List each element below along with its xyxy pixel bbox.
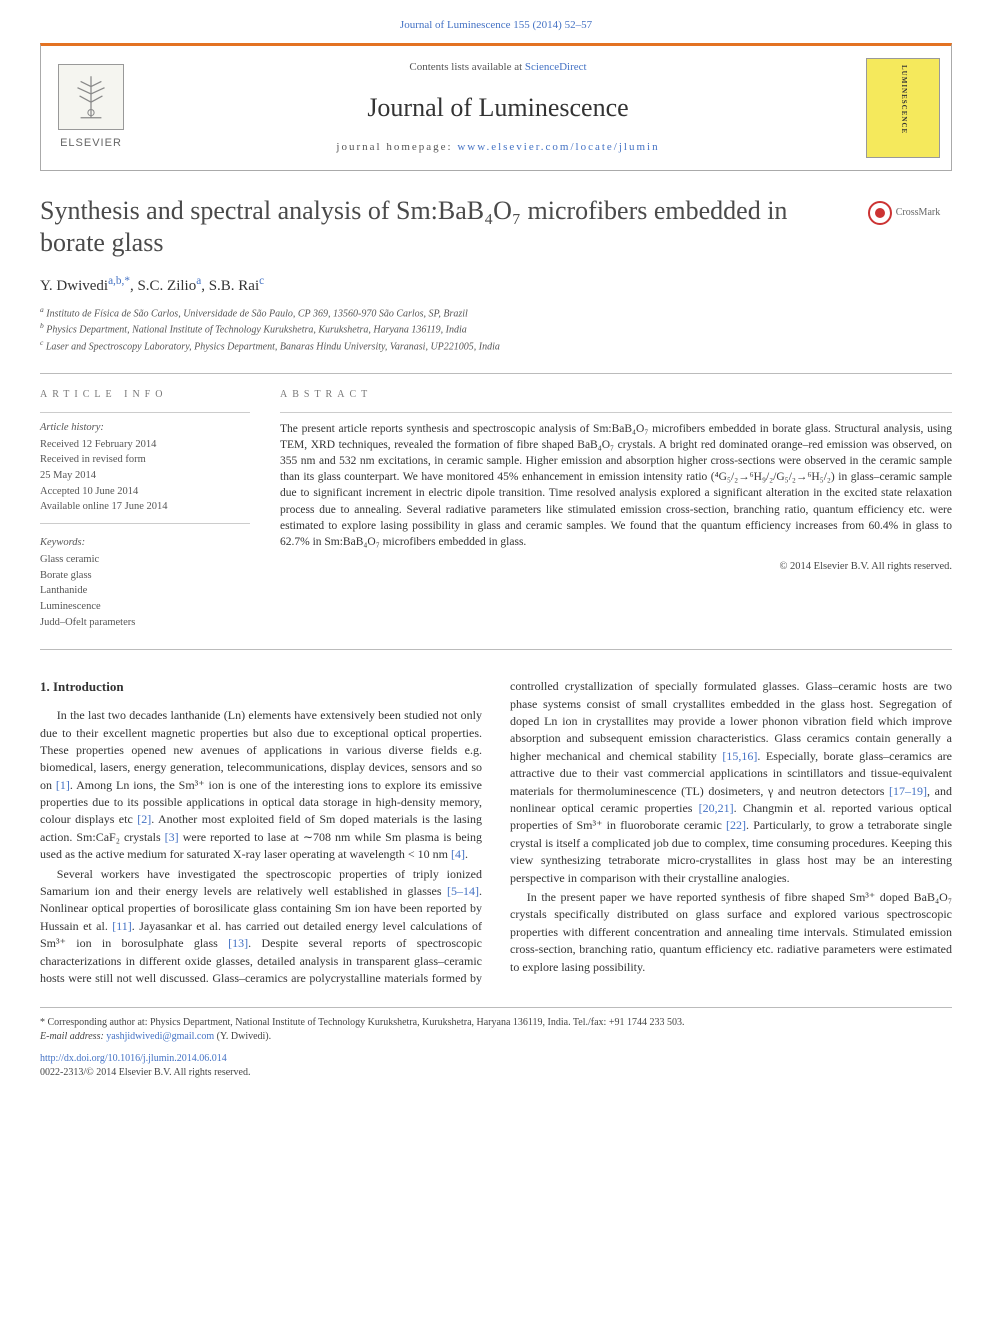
ref-link[interactable]: [13] (228, 936, 248, 950)
affiliation-c: c Laser and Spectroscopy Laboratory, Phy… (40, 338, 952, 355)
ref-link[interactable]: [22] (726, 818, 746, 832)
ref-link[interactable]: [3] (165, 830, 179, 844)
doi-block: http://dx.doi.org/10.1016/j.jlumin.2014.… (40, 1052, 952, 1080)
header-center: Contents lists available at ScienceDirec… (141, 46, 855, 169)
abstract-copyright: © 2014 Elsevier B.V. All rights reserved… (280, 560, 952, 575)
history-item: Accepted 10 June 2014 (40, 485, 250, 500)
author-2: , S.C. Zilio (130, 278, 196, 294)
ref-link[interactable]: [4] (451, 847, 465, 861)
keywords-label: Keywords: (40, 536, 250, 551)
keyword: Lanthanide (40, 584, 250, 599)
journal-cover: LUMINESCENCE (855, 46, 951, 169)
abstract-block: ABSTRACT The present article reports syn… (280, 388, 952, 631)
contents-prefix: Contents lists available at (409, 61, 524, 73)
cover-thumbnail: LUMINESCENCE (866, 58, 940, 158)
homepage-line: journal homepage: www.elsevier.com/locat… (151, 140, 845, 155)
email-suffix: (Y. Dwivedi). (214, 1031, 271, 1042)
keyword: Luminescence (40, 600, 250, 615)
elsevier-tree-icon (58, 64, 124, 130)
author-3-aff[interactable]: c (259, 275, 264, 287)
history-item: Received in revised form (40, 453, 250, 468)
ref-link[interactable]: [5–14] (447, 884, 479, 898)
body-text: 1. Introduction In the last two decades … (40, 678, 952, 987)
journal-title: Journal of Luminescence (151, 90, 845, 126)
paragraph: In the last two decades lanthanide (Ln) … (40, 707, 482, 864)
article-info-label: ARTICLE INFO (40, 388, 250, 402)
affiliation-b: b Physics Department, National Institute… (40, 321, 952, 338)
corresponding-author: * Corresponding author at: Physics Depar… (40, 1016, 952, 1030)
paragraph: In the present paper we have reported sy… (510, 889, 952, 976)
author-1-aff[interactable]: a,b, (108, 275, 124, 287)
citation-link[interactable]: Journal of Luminescence 155 (2014) 52–57 (400, 19, 592, 31)
authors-line: Y. Dwivedia,b,*, S.C. Zilioa, S.B. Raic (40, 274, 952, 297)
ref-link[interactable]: [1] (56, 778, 70, 792)
tree-icon (65, 71, 117, 123)
email-label: E-mail address: (40, 1031, 106, 1042)
author-3: , S.B. Rai (201, 278, 259, 294)
cover-text: LUMINESCENCE (898, 65, 908, 134)
info-abstract-row: ARTICLE INFO Article history: Received 1… (40, 388, 952, 631)
history-item: 25 May 2014 (40, 469, 250, 484)
abstract-label: ABSTRACT (280, 388, 952, 402)
section-heading: 1. Introduction (40, 678, 482, 697)
divider (40, 649, 952, 650)
keyword: Borate glass (40, 569, 250, 584)
history-item: Received 12 February 2014 (40, 438, 250, 453)
article-title: Synthesis and spectral analysis of Sm:Ba… (40, 195, 856, 260)
issn-copyright: 0022-2313/© 2014 Elsevier B.V. All right… (40, 1067, 250, 1078)
ref-link[interactable]: [15,16] (722, 749, 757, 763)
journal-header-box: ELSEVIER Contents lists available at Sci… (40, 43, 952, 170)
ref-link[interactable]: [20,21] (699, 801, 734, 815)
sciencedirect-link[interactable]: ScienceDirect (525, 61, 587, 73)
keyword: Judd–Ofelt parameters (40, 616, 250, 631)
crossmark-label: CrossMark (896, 206, 940, 220)
history-label: Article history: (40, 421, 250, 436)
doi-link[interactable]: http://dx.doi.org/10.1016/j.jlumin.2014.… (40, 1053, 227, 1064)
elsevier-text: ELSEVIER (60, 136, 122, 151)
article-info: ARTICLE INFO Article history: Received 1… (40, 388, 250, 631)
divider (40, 373, 952, 374)
title-block: Synthesis and spectral analysis of Sm:Ba… (40, 195, 856, 260)
affiliation-a: a Instituto de Física de São Carlos, Uni… (40, 305, 952, 322)
homepage-link[interactable]: www.elsevier.com/locate/jlumin (457, 141, 659, 153)
citation-header: Journal of Luminescence 155 (2014) 52–57 (0, 0, 992, 43)
publisher-logo: ELSEVIER (41, 46, 141, 169)
footer: * Corresponding author at: Physics Depar… (40, 1007, 952, 1080)
contents-line: Contents lists available at ScienceDirec… (151, 60, 845, 75)
author-1: Y. Dwivedi (40, 278, 108, 294)
email-link[interactable]: yashjidwivedi@gmail.com (106, 1031, 214, 1042)
ref-link[interactable]: [17–19] (889, 784, 927, 798)
article-header: Synthesis and spectral analysis of Sm:Ba… (40, 195, 952, 260)
keyword: Glass ceramic (40, 553, 250, 568)
abstract-text: The present article reports synthesis an… (280, 421, 952, 550)
crossmark-badge[interactable]: CrossMark (856, 195, 952, 230)
email-line: E-mail address: yashjidwivedi@gmail.com … (40, 1030, 952, 1044)
history-item: Available online 17 June 2014 (40, 500, 250, 515)
affiliations: a Instituto de Física de São Carlos, Uni… (40, 305, 952, 355)
ref-link[interactable]: [11] (112, 919, 132, 933)
crossmark-icon (868, 201, 892, 225)
homepage-prefix: journal homepage: (336, 141, 457, 153)
ref-link[interactable]: [2] (137, 812, 151, 826)
